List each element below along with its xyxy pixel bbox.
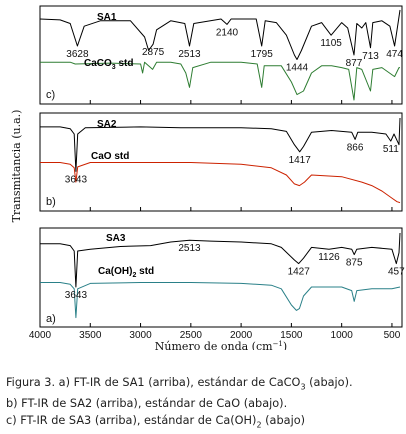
series-label-sa2: SA2 (97, 119, 117, 130)
panel-frame-c (39, 5, 403, 105)
peak-label: 713 (362, 51, 379, 62)
peak-label: 457 (388, 267, 405, 278)
peak-label: 1105 (320, 38, 342, 49)
x-tick-label: 2500 (180, 330, 203, 341)
peak-label: 1444 (286, 63, 309, 74)
series-layer (39, 9, 401, 319)
peak-label: 2875 (142, 47, 165, 58)
series-label-caco3: CaCO3 std (84, 58, 133, 71)
peak-label: 474 (386, 49, 403, 60)
caption-line-1-subscript: 3 (300, 382, 306, 392)
caption-line-1: Figura 3. a) FT-IR de SA1 (arriba), está… (6, 376, 353, 392)
series-label-sa3: SA3 (106, 233, 126, 244)
peak-label: 2140 (216, 27, 239, 38)
panel-frame-a (39, 227, 403, 328)
x-tick-label: 500 (384, 330, 401, 341)
panel-label-a: a) (46, 313, 56, 325)
series-line-c-1 (39, 9, 401, 60)
caption-line-2: b) FT-IR de SA2 (arriba), estándar de Ca… (6, 397, 288, 411)
peak-label: 875 (346, 258, 363, 269)
peak-label: 2513 (178, 243, 201, 254)
series-label-cao: CaO std (91, 151, 129, 162)
peak-label: 1795 (251, 49, 274, 60)
series-line-b-2 (40, 162, 401, 204)
series-line-b-1 (40, 117, 401, 172)
peak-label: 2513 (178, 49, 201, 60)
series-line-c-2 (40, 61, 400, 101)
x-tick-label: 4000 (29, 330, 52, 341)
series-label-sa1: SA1 (97, 12, 117, 23)
x-tick-label: 1000 (331, 330, 354, 341)
peak-label: 1417 (289, 155, 312, 166)
peak-label: 866 (347, 142, 364, 153)
x-tick-label: 2000 (230, 330, 253, 341)
panel-label-c: c) (46, 89, 55, 101)
peak-label: 1427 (288, 267, 311, 278)
series-line-a-2 (40, 282, 401, 319)
peak-label: 3643 (65, 174, 88, 185)
caoh2-subscript: 2 (132, 272, 136, 279)
series-line-a-1 (40, 232, 401, 288)
x-tick-label: 1500 (280, 330, 303, 341)
x-axis-title-superscript: −1 (273, 340, 283, 348)
x-axis-title: Número de onda (cm−1) (155, 340, 287, 350)
series-label-caoh2: Ca(OH)2 std (98, 266, 154, 279)
x-tick-label: 3000 (129, 330, 152, 341)
caption-line-3-subscript: 2 (256, 420, 262, 430)
caco3-subscript: 3 (112, 64, 116, 71)
x-axis-ticks: 4000 3500 3000 2500 2000 1500 1000 500 (29, 100, 401, 341)
peak-label: 877 (346, 58, 363, 69)
panel-label-b: b) (46, 196, 56, 208)
x-tick-label: 3500 (79, 330, 102, 341)
peak-label: 3643 (65, 290, 88, 301)
peak-label: 1126 (318, 252, 340, 263)
peak-label: 511 (383, 144, 399, 155)
figure-caption: Figura 3. a) FT-IR de SA1 (arriba), está… (6, 374, 404, 434)
caption-line-3: c) FT-IR de SA3 (arriba), estándar de Ca… (6, 414, 306, 430)
peak-label: 3628 (66, 49, 89, 60)
y-axis-title: Transmitancia (u.a.) (10, 110, 23, 223)
